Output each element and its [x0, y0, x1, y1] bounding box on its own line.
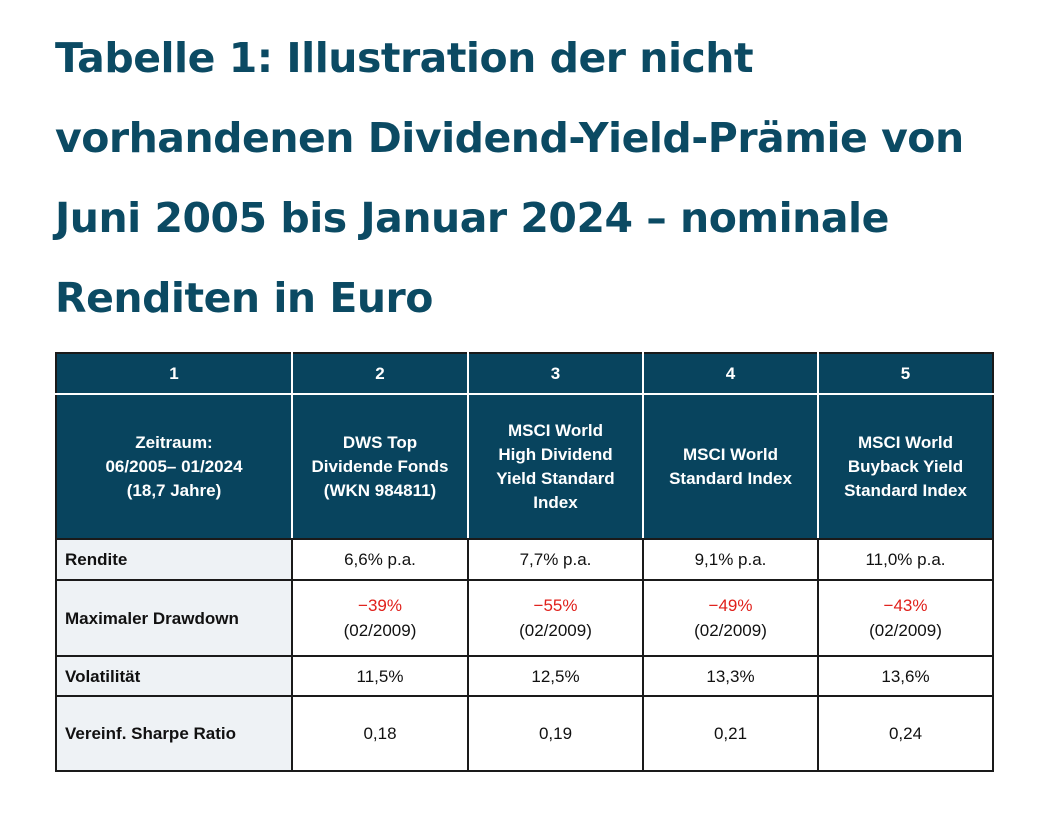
drawdown-date: (02/2009)	[694, 621, 767, 640]
table-row: Rendite 6,6% p.a. 7,7% p.a. 9,1% p.a. 11…	[55, 538, 994, 581]
row-label: Vereinf. Sharpe Ratio	[55, 695, 293, 772]
cell: −55% (02/2009)	[467, 579, 644, 657]
cell: 0,19	[467, 695, 644, 772]
cell: 0,24	[817, 695, 994, 772]
cell: 9,1% p.a.	[642, 538, 819, 581]
column-header: DWS Top Dividende Fonds (WKN 984811)	[291, 393, 469, 540]
table-row: Volatilität 11,5% 12,5% 13,3% 13,6%	[55, 655, 994, 697]
drawdown-value: −43%	[883, 596, 928, 615]
cell: 0,21	[642, 695, 819, 772]
column-header: MSCI World Standard Index	[642, 393, 819, 540]
column-number: 3	[467, 352, 644, 395]
cell: 11,0% p.a.	[817, 538, 994, 581]
drawdown-value: −49%	[708, 596, 753, 615]
data-table: 1 2 3 4 5 Zeitraum: 06/2005– 01/2024 (18…	[55, 352, 994, 772]
drawdown-date: (02/2009)	[343, 621, 417, 640]
column-header: MSCI World High Dividend Yield Standard …	[467, 393, 644, 540]
cell: 12,5%	[467, 655, 644, 697]
column-number: 1	[55, 352, 293, 395]
column-number: 5	[817, 352, 994, 395]
drawdown-value: −55%	[533, 596, 578, 615]
table-row: Maximaler Drawdown −39% (02/2009) −55% (02…	[55, 579, 994, 657]
cell: −39% (02/2009)	[291, 579, 469, 657]
cell: 13,6%	[817, 655, 994, 697]
cell: 7,7% p.a.	[467, 538, 644, 581]
row-label: Rendite	[55, 538, 293, 581]
page-title: Tabelle 1: Illustration der nicht vorhan…	[55, 34, 964, 322]
drawdown-date: (02/2009)	[519, 621, 592, 640]
drawdown-value: −39%	[358, 596, 402, 615]
table-row: Vereinf. Sharpe Ratio 0,18 0,19 0,21 0,2…	[55, 695, 994, 772]
column-number: 4	[642, 352, 819, 395]
column-header: MSCI World Buyback Yield Standard Index	[817, 393, 994, 540]
column-number: 2	[291, 352, 469, 395]
cell: 11,5%	[291, 655, 469, 697]
row-label: Volatilität	[55, 655, 293, 697]
row-label: Maximaler Drawdown	[55, 579, 293, 657]
cell: 0,18	[291, 695, 469, 772]
drawdown-date: (02/2009)	[869, 621, 942, 640]
cell: 6,6% p.a.	[291, 538, 469, 581]
column-header: Zeitraum: 06/2005– 01/2024 (18,7 Jahre)	[55, 393, 293, 540]
cell: −43% (02/2009)	[817, 579, 994, 657]
cell: −49% (02/2009)	[642, 579, 819, 657]
cell: 13,3%	[642, 655, 819, 697]
